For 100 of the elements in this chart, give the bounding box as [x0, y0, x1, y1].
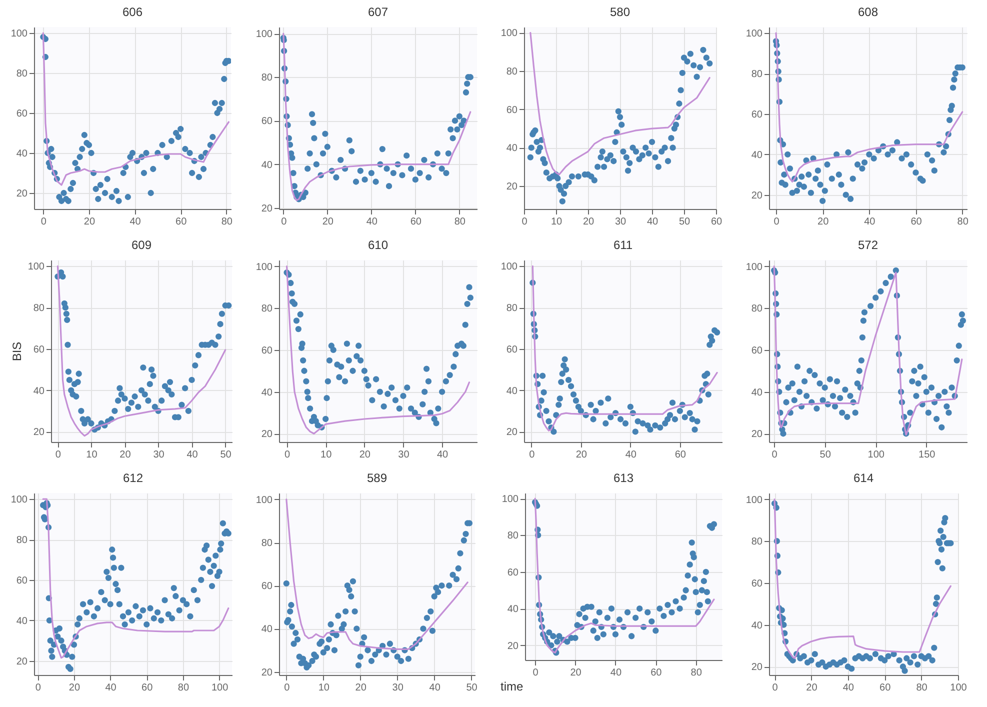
- y-tick-label: 60: [261, 116, 273, 128]
- y-tick-label: 40: [751, 620, 763, 632]
- y-tick-label: 80: [751, 536, 763, 548]
- chart-title: 607: [368, 5, 388, 19]
- x-tick-label: 30: [614, 216, 626, 228]
- x-tick-label: 40: [130, 216, 142, 228]
- x-tick-label: 80: [916, 682, 928, 694]
- x-tick-label: 80: [221, 216, 233, 228]
- y-tick-label: 20: [507, 640, 519, 652]
- y-tick-label: 40: [261, 387, 273, 398]
- chart-title: 614: [853, 471, 874, 485]
- y-tick-label: 60: [261, 581, 273, 592]
- x-tick-label: 40: [186, 450, 198, 460]
- chart-title: 572: [858, 238, 878, 252]
- y-tick-label: 80: [261, 304, 273, 315]
- x-tick-label: 40: [842, 682, 854, 694]
- y-tick-label: 40: [507, 604, 519, 616]
- x-tick-label: 40: [610, 668, 622, 678]
- chart-title: 589: [366, 471, 388, 485]
- chart-title: 609: [131, 238, 152, 252]
- x-tick-label: 100: [211, 682, 229, 694]
- x-tick-label: 60: [710, 216, 722, 228]
- y-tick-label: 60: [33, 344, 45, 356]
- y-tick-label: 80: [506, 66, 518, 78]
- x-tick-label: 0: [772, 450, 778, 460]
- y-tick-label: 40: [506, 386, 518, 397]
- x-tick-label: 0: [55, 450, 62, 460]
- x-tick-label: 80: [454, 216, 466, 228]
- x-tick-label: 60: [176, 216, 188, 228]
- x-tick-label: 0: [532, 668, 539, 678]
- y-tick-label: 40: [261, 160, 273, 171]
- x-tick-label: 80: [178, 682, 190, 694]
- x-tick-label: 20: [355, 682, 367, 694]
- y-tick-label: 20: [16, 656, 28, 668]
- x-tick-label: 50: [820, 450, 832, 460]
- y-tick-label: 40: [751, 150, 763, 161]
- y-tick-label: 40: [33, 386, 45, 397]
- x-tick-label: 0: [529, 450, 536, 460]
- y-tick-label: 100: [502, 494, 519, 506]
- y-tick-label: 20: [261, 429, 273, 440]
- chart-title: 610: [368, 238, 388, 252]
- y-tick-label: 100: [746, 28, 763, 40]
- y-tick-label: 100: [28, 262, 45, 273]
- x-tick-label: 100: [868, 450, 885, 460]
- y-tick-label: 80: [507, 530, 519, 542]
- y-tick-label: 80: [506, 303, 518, 314]
- chart-title: 613: [613, 471, 634, 485]
- y-tick-label: 100: [10, 494, 28, 506]
- x-tick-label: 0: [522, 216, 528, 228]
- x-tick-label: 100: [950, 682, 968, 694]
- x-tick-label: 150: [918, 450, 936, 460]
- y-tick-label: 80: [261, 538, 273, 550]
- y-tick-label: 80: [16, 68, 28, 80]
- y-tick-label: 80: [261, 72, 273, 84]
- x-tick-label: 40: [625, 450, 637, 460]
- chart-title: 580: [610, 5, 630, 19]
- x-tick-label: 60: [674, 450, 686, 460]
- x-tick-label: 50: [466, 682, 478, 694]
- y-tick-label: 40: [506, 143, 518, 154]
- y-tick-label: 40: [261, 624, 273, 636]
- x-tick-label: 0: [281, 216, 288, 228]
- x-tick-label: 80: [690, 668, 702, 678]
- y-tick-label: 20: [16, 188, 28, 200]
- x-tick-label: 60: [410, 216, 422, 228]
- x-tick-label: 0: [284, 682, 290, 694]
- y-tick-label: 100: [746, 494, 763, 506]
- y-tick-label: 60: [16, 575, 28, 586]
- x-tick-label: 20: [570, 668, 582, 678]
- x-tick-label: 30: [398, 450, 410, 460]
- x-tick-label: 40: [105, 682, 117, 694]
- y-tick-label: 60: [506, 104, 518, 116]
- x-tick-label: 20: [322, 216, 334, 228]
- y-tick-label: 60: [751, 109, 763, 120]
- x-tick-label: 20: [576, 450, 588, 460]
- y-tick-label: 100: [500, 28, 518, 40]
- x-tick-label: 0: [284, 450, 290, 460]
- y-tick-label: 100: [500, 262, 518, 273]
- y-tick-label: 40: [751, 387, 763, 398]
- y-tick-label: 40: [16, 148, 28, 160]
- x-tick-label: 0: [774, 216, 780, 228]
- y-tick-label: 100: [256, 494, 273, 506]
- x-tick-label: 80: [957, 216, 969, 228]
- x-tick-label: 40: [646, 216, 658, 228]
- x-tick-label: 40: [436, 450, 449, 460]
- x-tick-label: 60: [910, 216, 922, 228]
- y-tick-label: 100: [256, 29, 273, 40]
- y-tick-label: 60: [506, 344, 518, 356]
- y-tick-label: 20: [506, 427, 518, 438]
- y-tick-label: 100: [256, 262, 273, 273]
- y-tick-label: 60: [507, 567, 519, 578]
- chart-title: 612: [122, 471, 144, 485]
- y-tick-label: 80: [16, 535, 28, 546]
- x-tick-label: 20: [359, 450, 371, 460]
- chart-title: 611: [613, 238, 633, 252]
- y-tick-label: 80: [751, 69, 763, 80]
- x-tick-label: 10: [550, 216, 562, 228]
- chart-title: 608: [858, 5, 878, 19]
- y-tick-label: 40: [16, 616, 28, 627]
- y-tick-label: 20: [751, 429, 763, 440]
- x-tick-label: 0: [772, 682, 778, 694]
